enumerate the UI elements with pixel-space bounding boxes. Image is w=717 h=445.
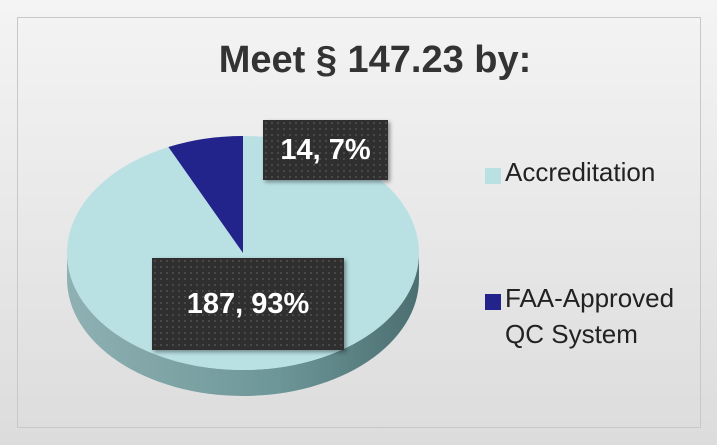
legend-swatch [485, 168, 501, 184]
data-label: 187, 93% [152, 258, 344, 350]
legend-label: Accreditation [505, 157, 656, 187]
chart-title: Meet § 147.23 by: [219, 39, 532, 81]
plot-frame [17, 17, 701, 428]
pie-side [67, 253, 419, 396]
pie-slice [168, 136, 243, 253]
legend-swatch [485, 294, 501, 310]
data-label: 14, 7% [263, 120, 388, 180]
legend-label: FAA-Approved QC System [505, 283, 675, 349]
